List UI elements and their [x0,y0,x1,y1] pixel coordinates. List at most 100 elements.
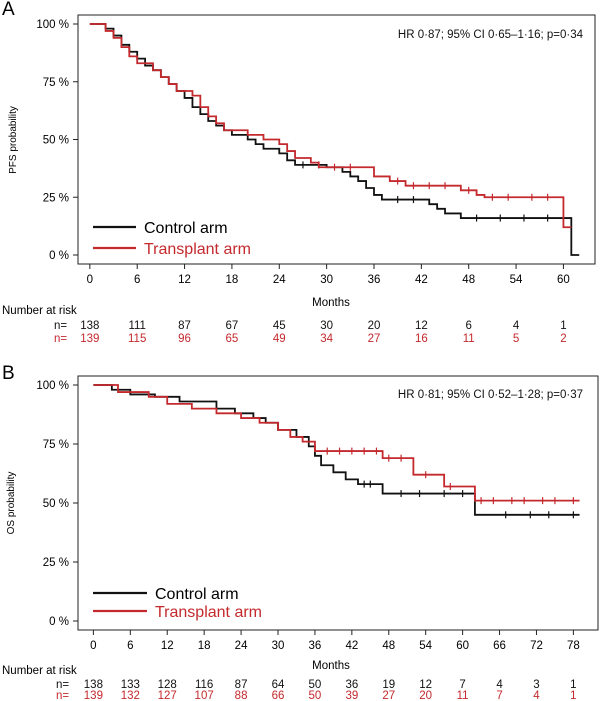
panel-a-hr-annotation: HR 0·87; 95% CI 0·65–1·16; p=0·34 [398,29,584,41]
panel-a-risk-control: 138 [80,320,99,332]
panel-b-risk-prefix-control: n= [56,679,69,691]
panel-b-risk-transplant: 50 [309,690,322,701]
panel-b-xtick-label: 12 [161,640,174,652]
panel-a-risk-control: 87 [178,320,191,332]
panel-b-risk-transplant: 88 [235,690,248,701]
panel-b-label: B [2,363,15,384]
panel-a-risk-title: Number at risk [2,305,77,317]
panel-b-xtick-label: 6 [127,640,133,652]
panel-b-risk-control: 4 [496,679,503,691]
panel-b-risk-control: 3 [533,679,539,691]
panel-b-risk-transplant: 139 [84,690,103,701]
panel-b-risk-control: 128 [158,679,177,691]
panel-b-risk-transplant: 11 [457,690,469,701]
panel-a-ytick-label: 25 % [43,192,69,204]
panel-a-risk-transplant: 139 [80,333,99,345]
panel-a-ytick-label: 50 % [43,135,69,147]
panel-b-risk-control: 19 [382,679,395,691]
panel-b-risk-transplant: 107 [195,690,214,701]
panel-b-risk-control: 64 [272,679,285,691]
panel-b-xtick-label: 42 [345,640,358,652]
panel-b-risk-control: 1 [570,679,576,691]
panel-a-risk-transplant: 34 [320,333,333,345]
panel-a-xlabel: Months [312,297,350,309]
panel-a-xtick-label: 30 [320,274,333,286]
panel-b-xtick-label: 60 [456,640,469,652]
panel-b-risk-transplant: 20 [419,690,432,701]
panel-b-hr-annotation: HR 0·81; 95% CI 0·52–1·28; p=0·37 [398,389,583,401]
panel-b-xtick-label: 54 [419,640,432,652]
panel-a-xtick-label: 36 [368,274,381,286]
panel-b-ytick-label: 100 % [36,380,69,392]
panel-a-risk-control: 45 [273,320,286,332]
panel-a-risk-prefix-transplant: n= [54,333,67,345]
panel-b-risk-transplant: 27 [382,690,395,701]
panel-a-risk-transplant: 49 [273,333,286,345]
panel-b-risk-control: 87 [235,679,248,691]
panel-b-legend: Control arm Transplant arm [93,586,262,621]
panel-b-risk-control: 12 [419,679,432,691]
panel-a-risk-control: 111 [128,320,145,332]
panel-b-risk-transplant: 1 [570,690,576,701]
panel-b-risk-control: 133 [121,679,140,691]
panel-a-risk-control: 30 [320,320,333,332]
panel-a-ytick-label: 100 % [36,19,69,31]
panel-a-ytick-label: 0 % [49,250,69,262]
panel-b-ylabel: OS probability [6,472,17,535]
panel-b-risk-transplant: 66 [272,690,285,701]
panel-a-risk-control: 1 [560,320,566,332]
panel-b-ytick-label: 0 % [49,616,69,628]
panel-a-risk-control: 12 [415,320,428,332]
panel-b-risk-title: Number at risk [2,665,77,677]
panel-b-risk-control: 116 [195,679,213,691]
panel-a-risk-transplant: 65 [226,333,239,345]
panel-a-xtick-label: 24 [273,274,286,286]
panel-a-xtick-label: 48 [462,274,475,286]
legend-b-control-label: Control arm [155,586,239,603]
panel-a-curve-control [89,23,580,256]
legend-a-control-label: Control arm [144,220,228,237]
panel-b-risk-control: 7 [459,679,465,691]
panel-b-risk-transplant: 127 [158,690,177,701]
panel-b-xlabel: Months [312,660,350,672]
panel-b-xtick-label: 24 [235,640,248,652]
panel-b-risk-transplant: 7 [496,690,502,701]
panel-b: B OS probability 0 % 25 % 50 % 75 % 100 % 0 6… [2,363,599,701]
panel-a-risk-prefix-control: n= [54,320,67,332]
panel-a-xtick-label: 42 [415,274,428,286]
panel-b-risk-control: 50 [309,679,322,691]
panel-b-xtick-label: 36 [309,640,322,652]
panel-b-risk-prefix-transplant: n= [56,690,69,701]
panel-a-risk-control: 4 [513,320,520,332]
panel-a-ytick-label: 75 % [43,77,69,89]
panel-b-curve-control [93,384,580,516]
panel-a-xtick-label: 6 [134,274,140,286]
panel-b-risk-transplant: 4 [533,690,540,701]
panel-a-xtick-label: 18 [226,274,239,286]
panel-a-xtick-label: 60 [557,274,570,286]
panel-b-risk-transplant: 132 [121,690,140,701]
panel-b-ytick-label: 25 % [43,557,69,569]
panel-b-xtick-label: 72 [530,640,543,652]
panel-a-risk-transplant: 16 [415,333,428,345]
panel-b-xtick-label: 78 [567,640,580,652]
panel-b-ytick-label: 75 % [43,439,69,451]
panel-a-risk-control: 67 [226,320,239,332]
panel-a-xtick-label: 54 [510,274,523,286]
panel-b-risk-transplant: 39 [345,690,358,701]
panel-a-ylabel: PFS probability [8,106,19,174]
panel-a-legend: Control arm Transplant arm [93,220,251,258]
panel-b-xtick-label: 48 [382,640,395,652]
panel-a-risk-control: 20 [368,320,381,332]
panel-a-risk-transplant: 96 [178,333,191,345]
panel-a-label: A [2,0,15,20]
legend-b-transplant-label: Transplant arm [155,604,262,621]
panel-a-risk-transplant: 2 [560,333,566,345]
panel-b-xtick-label: 66 [493,640,506,652]
panel-a-curve-transplant [89,23,572,229]
panel-a-risk-transplant: 5 [513,333,519,345]
panel-b-risk-control: 138 [84,679,103,691]
legend-a-transplant-label: Transplant arm [144,241,251,258]
panel-b-xtick-label: 0 [90,640,96,652]
